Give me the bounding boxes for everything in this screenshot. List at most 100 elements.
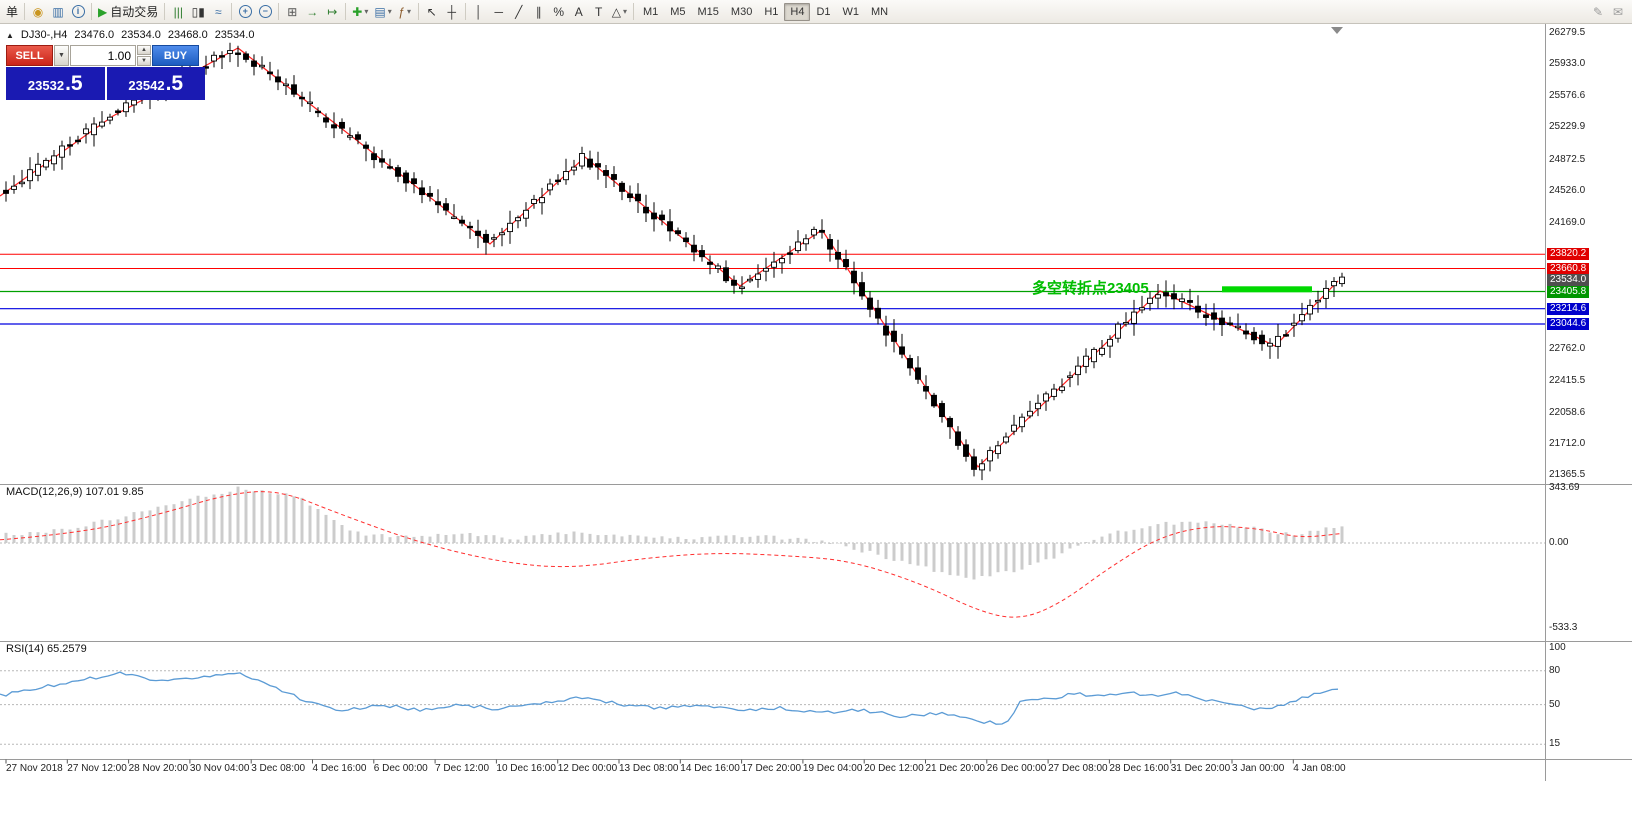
- symbol-name: DJ30-,H4: [20, 29, 68, 41]
- buy-button[interactable]: BUY: [152, 45, 199, 66]
- timeframe-button-m15[interactable]: M15: [697, 5, 719, 18]
- buy-price-pip: .5: [165, 72, 184, 95]
- timeframe-button-m5[interactable]: M5: [670, 5, 686, 18]
- price-axis-label: 23534.0: [1547, 273, 1590, 286]
- buy-price-display[interactable]: 23542 .5: [106, 67, 205, 100]
- grid-icon[interactable]: ⊞: [282, 2, 302, 22]
- profiles-icon[interactable]: ▤ ▾: [371, 2, 394, 22]
- line-chart-icon[interactable]: ≈: [208, 2, 228, 22]
- time-axis-label: 14 Dec 16:00: [680, 763, 740, 774]
- text-icon: A: [574, 4, 583, 19]
- timeframe-button-m30[interactable]: M30: [730, 5, 753, 18]
- label-icon[interactable]: T: [589, 2, 609, 22]
- market-watch-icon: ▥: [52, 4, 64, 19]
- chevron-down-icon: ▾: [622, 7, 627, 16]
- new-chart-icon: ✚: [352, 4, 363, 19]
- cursor-icon: ↖: [426, 4, 437, 19]
- lot-size-input[interactable]: [70, 45, 136, 66]
- candlesticks: [3, 42, 1345, 481]
- price-axis-label: 22415.5: [1549, 374, 1586, 386]
- info-icon[interactable]: i: [68, 2, 88, 22]
- crosshair-icon[interactable]: ┼: [442, 2, 462, 22]
- market-watch-icon[interactable]: ▥: [48, 2, 68, 22]
- sell-button[interactable]: SELL: [6, 45, 53, 66]
- lot-stepper[interactable]: ▲ ▼: [137, 45, 151, 66]
- chevron-down-icon: ▼: [58, 52, 65, 59]
- time-axis-label: 17 Dec 20:00: [741, 763, 802, 774]
- toolbar-separator: [91, 3, 93, 20]
- rsi-axis-label: 100: [1549, 642, 1566, 653]
- time-axis-label: 6 Dec 00:00: [373, 763, 428, 774]
- time-axis-label: 31 Dec 20:00: [1170, 763, 1231, 774]
- text-icon[interactable]: A: [569, 2, 589, 22]
- price-axis-label: 25229.9: [1549, 121, 1586, 133]
- price-axis-label: 23660.8: [1547, 262, 1590, 275]
- bar-chart-icon[interactable]: |||: [168, 2, 188, 22]
- grid-icon: ⊞: [287, 4, 298, 19]
- time-axis-label: 20 Dec 12:00: [864, 763, 924, 774]
- toolbar-left-groups: 单 ◉ ▥ i ▶ 自动交易 ||| ▯▮ ≈ + − ⊞ → ↦ ✚ ▾ ▤ ▾ ƒ ▾ ↖ ┼ │ ─ ╱ ∥% A T △ ▾: [0, 2, 630, 22]
- zoom-out-icon[interactable]: −: [255, 2, 275, 22]
- fibonacci-icon[interactable]: %: [549, 2, 569, 22]
- order-type-dropdown[interactable]: ▼: [54, 45, 69, 66]
- timeframe-button-h1[interactable]: H1: [764, 5, 779, 18]
- time-axis-label: 19 Dec 04:00: [802, 763, 863, 774]
- trade-panel-toggle-icon[interactable]: ▲: [6, 30, 14, 40]
- timeframe-button-w1[interactable]: W1: [842, 5, 860, 18]
- price-axis-label: 21365.5: [1549, 469, 1586, 480]
- timeframe-button-m1[interactable]: M1: [642, 5, 659, 18]
- timeframe-toolbar: M1 M5 M15 M30 H1 H4 D1 W1 MN: [630, 2, 894, 21]
- timeframe-button-d1[interactable]: D1: [816, 5, 831, 18]
- pencil-icon[interactable]: ✎: [1588, 2, 1608, 22]
- pencil-icon: ✎: [1592, 4, 1604, 19]
- annotation-text[interactable]: 多空转折点23405: [1032, 280, 1149, 297]
- timeframe-button-h4[interactable]: H4: [784, 2, 811, 21]
- sell-price-display[interactable]: 23532 .5: [6, 67, 105, 100]
- toolbar-separator: [231, 3, 233, 20]
- new-chart-icon[interactable]: ✚ ▾: [349, 2, 371, 22]
- vertical-line-icon[interactable]: │: [469, 2, 489, 22]
- mail-icon[interactable]: ✉: [1608, 2, 1628, 22]
- price-axis-label: 26279.5: [1549, 27, 1586, 38]
- shapes-icon[interactable]: △ ▾: [609, 2, 630, 22]
- channel-icon[interactable]: ∥: [529, 2, 549, 22]
- horizontal-line-icon[interactable]: ─: [489, 2, 509, 22]
- zigzag-line[interactable]: [0, 47, 1339, 468]
- ohlc-low: 23468.0: [167, 29, 208, 41]
- new-order-button[interactable]: 单: [0, 2, 21, 22]
- autotrading-button[interactable]: ▶ 自动交易: [95, 2, 161, 22]
- chart-shift-icon: ↦: [327, 4, 338, 19]
- price-axis-label: 24169.0: [1549, 216, 1586, 228]
- channel-icon: ∥: [535, 4, 542, 19]
- timeframe-button-mn[interactable]: MN: [871, 5, 889, 18]
- coins-icon[interactable]: ◉: [28, 2, 48, 22]
- price-axis-label: 24526.0: [1549, 184, 1586, 196]
- stepper-up-icon[interactable]: ▲: [137, 45, 151, 55]
- thick-green-line[interactable]: [1222, 286, 1312, 293]
- trendline-icon[interactable]: ╱: [509, 2, 529, 22]
- time-axis-label: 27 Dec 08:00: [1048, 763, 1108, 774]
- toolbar-right-icons: ✎ ✉: [1588, 2, 1628, 22]
- trade-panel-prices: 23532 .5 23542 .5: [6, 67, 205, 100]
- price-axis-label: 23820.2: [1547, 248, 1590, 261]
- macd-signal-line: [0, 491, 1343, 618]
- cursor-icon[interactable]: ↖: [422, 2, 442, 22]
- sell-price-main: 23532: [27, 78, 65, 93]
- time-axis-label: 28 Dec 16:00: [1109, 763, 1169, 774]
- chart-shift-marker[interactable]: [1331, 27, 1343, 34]
- indicators-icon[interactable]: ƒ ▾: [395, 2, 415, 22]
- toolbar-separator: [345, 3, 347, 20]
- candlestick-chart-icon[interactable]: ▯▮: [188, 2, 208, 22]
- auto-scroll-icon[interactable]: →: [302, 2, 322, 22]
- chart-shift-icon[interactable]: ↦: [322, 2, 342, 22]
- time-axis-label: 7 Dec 12:00: [435, 763, 490, 774]
- sell-price-pip: .5: [65, 72, 83, 95]
- zoom-in-icon[interactable]: +: [235, 2, 255, 22]
- time-axis-label: 3 Dec 08:00: [251, 763, 306, 774]
- one-click-trading-panel: SELL ▼ ▲ ▼ BUY 23532 .5 23542 .5: [6, 45, 205, 100]
- rsi-axis-label: 80: [1549, 664, 1561, 676]
- time-axis-label: 27 Nov 12:00: [67, 763, 127, 774]
- chevron-down-icon: ▾: [407, 7, 412, 16]
- trendline-icon: ╱: [515, 4, 523, 19]
- stepper-down-icon[interactable]: ▼: [137, 56, 151, 66]
